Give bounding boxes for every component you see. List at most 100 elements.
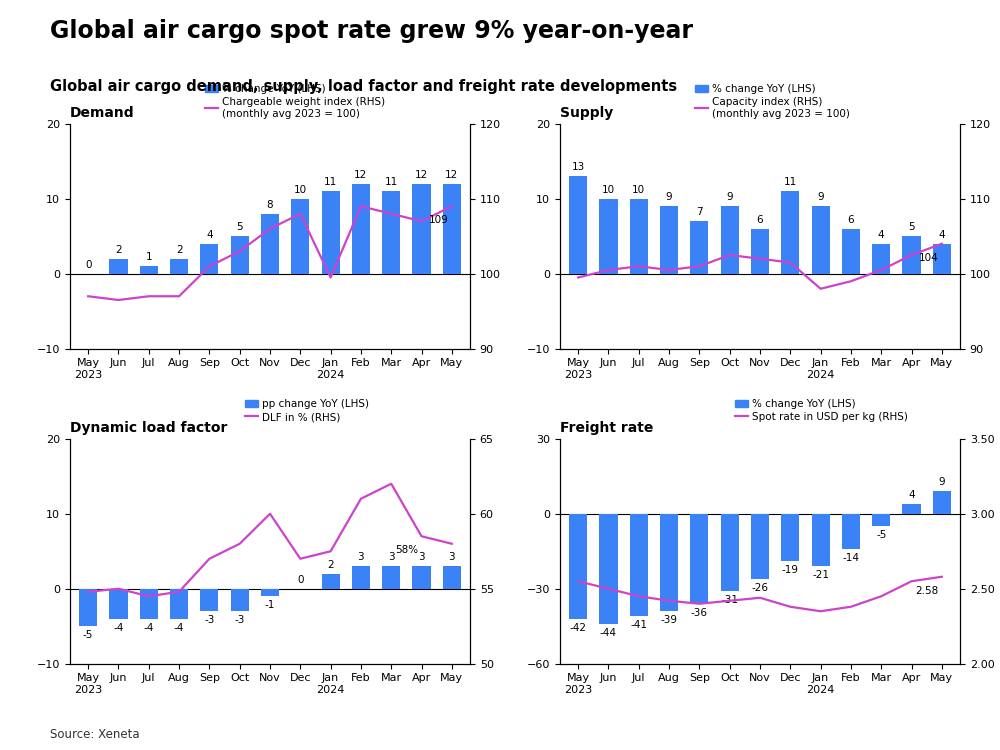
Text: 4: 4 [908, 490, 915, 500]
Bar [933, 491, 951, 514]
Legend: % change YoY (LHS), Capacity index (RHS)
(monthly avg 2023 = 100): % change YoY (LHS), Capacity index (RHS)… [695, 84, 850, 118]
Text: 109: 109 [429, 215, 449, 225]
Text: Supply: Supply [560, 106, 613, 120]
Text: 8: 8 [267, 200, 273, 210]
Text: -5: -5 [876, 530, 886, 540]
Bar [443, 184, 461, 274]
Bar [690, 514, 708, 604]
Bar [781, 514, 799, 561]
Text: 7: 7 [696, 207, 703, 218]
Text: 6: 6 [848, 214, 854, 225]
Text: Source: Xeneta: Source: Xeneta [50, 728, 140, 741]
Bar [200, 244, 218, 274]
Text: -4: -4 [144, 622, 154, 633]
Bar [599, 514, 618, 624]
Text: 10: 10 [294, 184, 307, 195]
Text: 12: 12 [415, 170, 428, 180]
Bar [933, 244, 951, 274]
Bar [721, 206, 739, 274]
Text: 4: 4 [206, 230, 213, 240]
Text: 12: 12 [354, 170, 368, 180]
Text: 2: 2 [115, 244, 122, 255]
Text: 3: 3 [388, 552, 395, 562]
Text: -3: -3 [235, 615, 245, 626]
Text: 2: 2 [327, 560, 334, 570]
Text: -4: -4 [113, 622, 124, 633]
Bar [352, 566, 370, 589]
Text: 104: 104 [919, 253, 939, 262]
Bar [412, 566, 431, 589]
Bar [382, 191, 400, 274]
Text: 12: 12 [445, 170, 458, 180]
Bar [630, 514, 648, 616]
Text: Global air cargo spot rate grew 9% year-on-year: Global air cargo spot rate grew 9% year-… [50, 19, 693, 43]
Bar [902, 504, 921, 514]
Bar [872, 514, 890, 526]
Bar [170, 259, 188, 274]
Bar [751, 514, 769, 579]
Text: -5: -5 [83, 630, 93, 640]
Text: 3: 3 [449, 552, 455, 562]
Bar [231, 589, 249, 611]
Bar [781, 191, 799, 274]
Bar [721, 514, 739, 591]
Text: -41: -41 [630, 620, 647, 630]
Bar [200, 589, 218, 611]
Bar [109, 259, 128, 274]
Bar [872, 244, 890, 274]
Text: 11: 11 [385, 177, 398, 188]
Text: 5: 5 [908, 222, 915, 232]
Text: 4: 4 [939, 230, 945, 240]
Text: 9: 9 [666, 192, 672, 202]
Text: 4: 4 [878, 230, 885, 240]
Text: -39: -39 [661, 615, 678, 626]
Bar [660, 206, 678, 274]
Text: -44: -44 [600, 628, 617, 638]
Legend: pp change YoY (LHS), DLF in % (RHS): pp change YoY (LHS), DLF in % (RHS) [245, 399, 369, 422]
Bar [140, 589, 158, 619]
Bar [842, 514, 860, 549]
Bar [902, 236, 921, 274]
Bar [322, 191, 340, 274]
Text: 9: 9 [939, 477, 945, 488]
Bar [842, 229, 860, 274]
Bar [660, 514, 678, 611]
Text: 0: 0 [85, 260, 91, 270]
Bar [569, 176, 587, 274]
Text: -26: -26 [752, 583, 769, 592]
Text: -19: -19 [782, 566, 799, 575]
Text: 5: 5 [236, 222, 243, 232]
Text: 58%: 58% [395, 545, 418, 555]
Bar [412, 184, 431, 274]
Text: Dynamic load factor: Dynamic load factor [70, 421, 227, 435]
Text: 9: 9 [726, 192, 733, 202]
Text: Demand: Demand [70, 106, 135, 120]
Bar [812, 206, 830, 274]
Bar [109, 589, 128, 619]
Bar [443, 566, 461, 589]
Text: 13: 13 [572, 162, 585, 172]
Text: Freight rate: Freight rate [560, 421, 653, 435]
Text: 0: 0 [297, 574, 304, 585]
Bar [382, 566, 400, 589]
Bar [751, 229, 769, 274]
Bar [231, 236, 249, 274]
Text: -1: -1 [265, 600, 275, 610]
Text: 3: 3 [358, 552, 364, 562]
Text: -4: -4 [174, 622, 184, 633]
Text: -42: -42 [570, 622, 587, 633]
Text: 6: 6 [757, 214, 763, 225]
Text: 11: 11 [324, 177, 337, 188]
Bar [261, 589, 279, 596]
Legend: % change YoY (LHS), Chargeable weight index (RHS)
(monthly avg 2023 = 100): % change YoY (LHS), Chargeable weight in… [205, 84, 385, 118]
Bar [812, 514, 830, 566]
Text: 2: 2 [176, 244, 182, 255]
Text: 10: 10 [602, 184, 615, 195]
Bar [79, 589, 97, 626]
Text: -3: -3 [204, 615, 215, 626]
Text: Global air cargo demand, supply, load factor and freight rate developments: Global air cargo demand, supply, load fa… [50, 79, 677, 94]
Text: 9: 9 [817, 192, 824, 202]
Text: -31: -31 [721, 596, 738, 605]
Bar [322, 574, 340, 589]
Bar [630, 199, 648, 274]
